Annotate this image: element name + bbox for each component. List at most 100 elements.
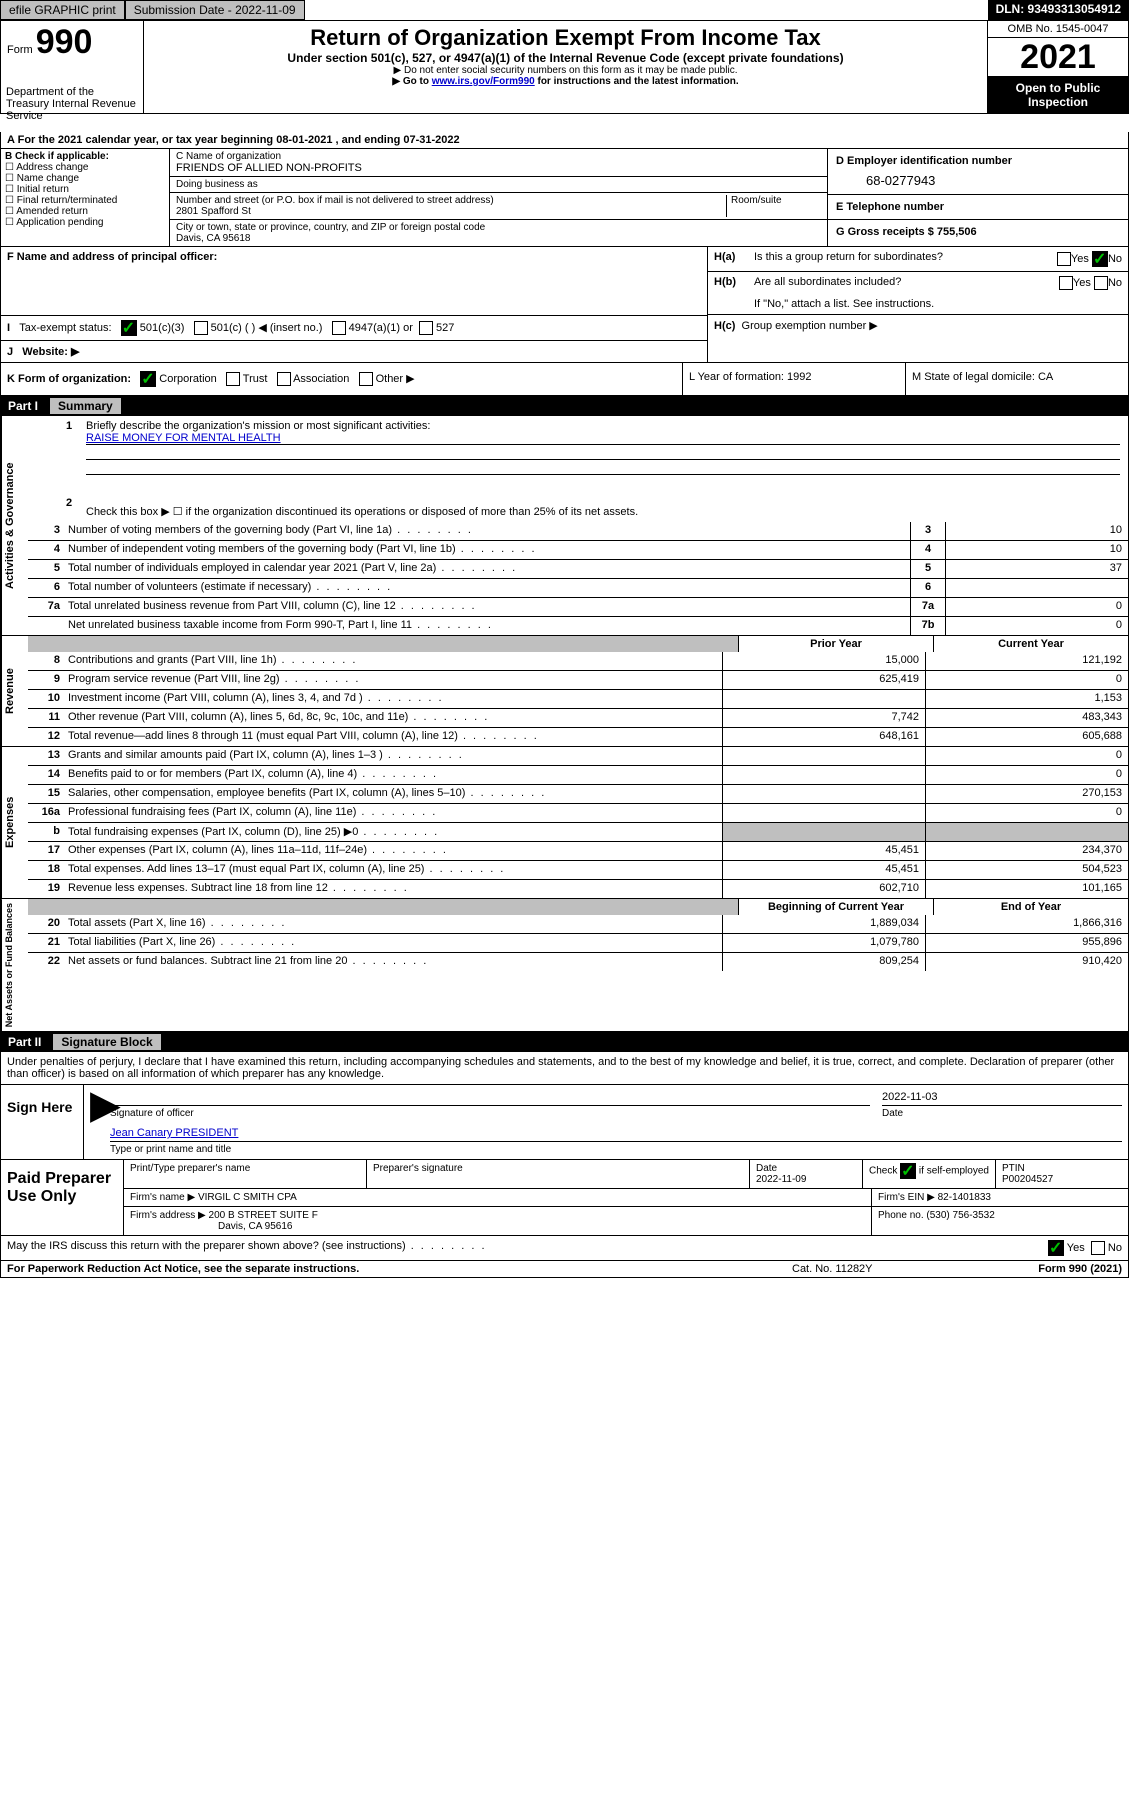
- chk-final[interactable]: ☐ Final return/terminated: [5, 195, 165, 206]
- gov-row-6: 6 Total number of volunteers (estimate i…: [28, 578, 1128, 597]
- submission-date-button[interactable]: Submission Date - 2022-11-09: [125, 0, 305, 20]
- klm-row: K Form of organization: Corporation Trus…: [0, 363, 1129, 396]
- form-footer: Form 990 (2021): [972, 1263, 1122, 1275]
- gov-row-4: 4 Number of independent voting members o…: [28, 540, 1128, 559]
- tax-year: 2021: [988, 38, 1128, 77]
- chk-501c3[interactable]: [121, 320, 137, 336]
- netassets-section: Net Assets or Fund Balances Beginning of…: [1, 898, 1128, 1031]
- ein: 68-0277943: [836, 167, 1120, 188]
- na-rows-20: 20 Total assets (Part X, line 16) 1,889,…: [28, 915, 1128, 933]
- preparer-date: 2022-11-09: [756, 1174, 806, 1185]
- cat-no: Cat. No. 11282Y: [792, 1263, 972, 1275]
- city: Davis, CA 95618: [176, 233, 821, 244]
- k-corp[interactable]: [140, 371, 156, 387]
- preparer-row2: Firm's name ▶ VIRGIL C SMITH CPA Firm's …: [124, 1189, 1128, 1207]
- chk-527[interactable]: [419, 321, 433, 335]
- form-note2: ▶ Go to www.irs.gov/Form990 for instruct…: [150, 76, 981, 87]
- rev-rows-10: 10 Investment income (Part VIII, column …: [28, 689, 1128, 708]
- rev-rows-11: 11 Other revenue (Part VIII, column (A),…: [28, 708, 1128, 727]
- sign-here-row: Sign Here ▶ Signature of officer 2022-11…: [1, 1084, 1128, 1159]
- k-other[interactable]: [359, 372, 373, 386]
- irs-link[interactable]: www.irs.gov/Form990: [432, 76, 535, 87]
- mission-text[interactable]: RAISE MONEY FOR MENTAL HEALTH: [86, 432, 281, 444]
- h-b: H(b) Are all subordinates included? Yes …: [708, 272, 1128, 294]
- h-a: H(a) Is this a group return for subordin…: [708, 247, 1128, 272]
- dba-row: Doing business as: [170, 177, 827, 193]
- expenses-section: Expenses 13 Grants and similar amounts p…: [1, 746, 1128, 898]
- part1-title: Summary: [50, 398, 121, 414]
- chk-amended[interactable]: ☐ Amended return: [5, 206, 165, 217]
- k-assoc[interactable]: [277, 372, 291, 386]
- exp-rows-16a: 16a Professional fundraising fees (Part …: [28, 803, 1128, 822]
- pra-notice: For Paperwork Reduction Act Notice, see …: [7, 1263, 792, 1275]
- exp-rows-15: 15 Salaries, other compensation, employe…: [28, 784, 1128, 803]
- chk-initial[interactable]: ☐ Initial return: [5, 184, 165, 195]
- box-b: B Check if applicable: ☐ Address change …: [1, 149, 170, 246]
- chk-app-pending[interactable]: ☐ Application pending: [5, 217, 165, 228]
- discuss-no[interactable]: [1091, 1241, 1105, 1255]
- firm-phone: (530) 756-3532: [926, 1210, 994, 1221]
- sig-date: 2022-11-03: [882, 1089, 1122, 1106]
- open-inspection: Open to Public Inspection: [988, 77, 1128, 113]
- name-label: Type or print name and title: [110, 1144, 1122, 1155]
- chk-501c[interactable]: [194, 321, 208, 335]
- part2-header: Part II Signature Block: [0, 1032, 1129, 1052]
- box-c: C Name of organization FRIENDS OF ALLIED…: [170, 149, 827, 246]
- date-label: Date: [882, 1108, 1122, 1119]
- rev-col-header: Prior Year Current Year: [28, 636, 1128, 652]
- chk-name[interactable]: ☐ Name change: [5, 173, 165, 184]
- ptin: P00204527: [1002, 1174, 1053, 1185]
- omb-number: OMB No. 1545-0047: [988, 21, 1128, 38]
- revenue-section: Revenue Prior Year Current Year 8 Contri…: [1, 635, 1128, 746]
- form-note1: ▶ Do not enter social security numbers o…: [150, 65, 981, 76]
- part1-header: Part I Summary: [0, 396, 1129, 416]
- hb-yes[interactable]: [1059, 276, 1073, 290]
- exp-rows-b: b Total fundraising expenses (Part IX, c…: [28, 822, 1128, 841]
- exp-rows-19: 19 Revenue less expenses. Subtract line …: [28, 879, 1128, 898]
- box-i: I Tax-exempt status: 501(c)(3) 501(c) ( …: [1, 316, 707, 341]
- na-rows-22: 22 Net assets or fund balances. Subtract…: [28, 952, 1128, 971]
- part2-label: Part II: [8, 1035, 49, 1049]
- efile-print-button[interactable]: efile GRAPHIC print: [0, 0, 125, 20]
- form-header: Form 990 Return of Organization Exempt F…: [0, 21, 1129, 114]
- firm-name: VIRGIL C SMITH CPA: [198, 1192, 297, 1203]
- line-2: 2 Check this box ▶ ☐ if the organization…: [28, 493, 1128, 522]
- box-k: K Form of organization: Corporation Trus…: [1, 363, 683, 395]
- firm-addr1: 200 B STREET SUITE F: [209, 1210, 318, 1221]
- discuss-yes[interactable]: [1048, 1240, 1064, 1256]
- gov-row-7a: 7a Total unrelated business revenue from…: [28, 597, 1128, 616]
- org-name-row: C Name of organization FRIENDS OF ALLIED…: [170, 149, 827, 177]
- street-row: Number and street (or P.O. box if mail i…: [170, 193, 827, 220]
- org-name: FRIENDS OF ALLIED NON-PROFITS: [176, 162, 821, 174]
- exp-rows-17: 17 Other expenses (Part IX, column (A), …: [28, 841, 1128, 860]
- na-col-header: Beginning of Current Year End of Year: [28, 899, 1128, 915]
- chk-4947[interactable]: [332, 321, 346, 335]
- header-title-cell: Return of Organization Exempt From Incom…: [144, 21, 988, 113]
- exp-rows-18: 18 Total expenses. Add lines 13–17 (must…: [28, 860, 1128, 879]
- ha-no[interactable]: [1092, 251, 1108, 267]
- k-trust[interactable]: [226, 372, 240, 386]
- gov-row-3: 3 Number of voting members of the govern…: [28, 522, 1128, 540]
- ein-row: D Employer identification number 68-0277…: [828, 149, 1128, 195]
- exp-label: Expenses: [1, 747, 28, 898]
- header-right: OMB No. 1545-0047 2021 Open to Public In…: [988, 21, 1128, 113]
- officer-name[interactable]: Jean Canary PRESIDENT: [110, 1127, 238, 1139]
- box-l: L Year of formation: 1992: [683, 363, 906, 395]
- hb-no[interactable]: [1094, 276, 1108, 290]
- firm-ein: 82-1401833: [938, 1192, 991, 1203]
- preparer-block: Paid Preparer Use Only Print/Type prepar…: [1, 1159, 1128, 1235]
- bracket-icon: ▶: [90, 1089, 104, 1155]
- ha-yes[interactable]: [1057, 252, 1071, 266]
- dln-label: DLN: 93493313054912: [988, 0, 1129, 20]
- h-c: H(c) Group exemption number ▶: [708, 315, 1128, 336]
- efile-label: efile GRAPHIC print: [9, 3, 116, 17]
- gov-row-5: 5 Total number of individuals employed i…: [28, 559, 1128, 578]
- chk-selfemployed[interactable]: [900, 1163, 916, 1179]
- box-f: F Name and address of principal officer:: [1, 247, 707, 316]
- form-subtitle: Under section 501(c), 527, or 4947(a)(1)…: [150, 51, 981, 65]
- fgh-block: F Name and address of principal officer:…: [0, 247, 1129, 363]
- prior-year-header: Prior Year: [738, 636, 933, 652]
- dept-treasury: Department of the Treasury Internal Reve…: [0, 86, 142, 122]
- chk-address[interactable]: ☐ Address change: [5, 162, 165, 173]
- rev-rows-12: 12 Total revenue—add lines 8 through 11 …: [28, 727, 1128, 746]
